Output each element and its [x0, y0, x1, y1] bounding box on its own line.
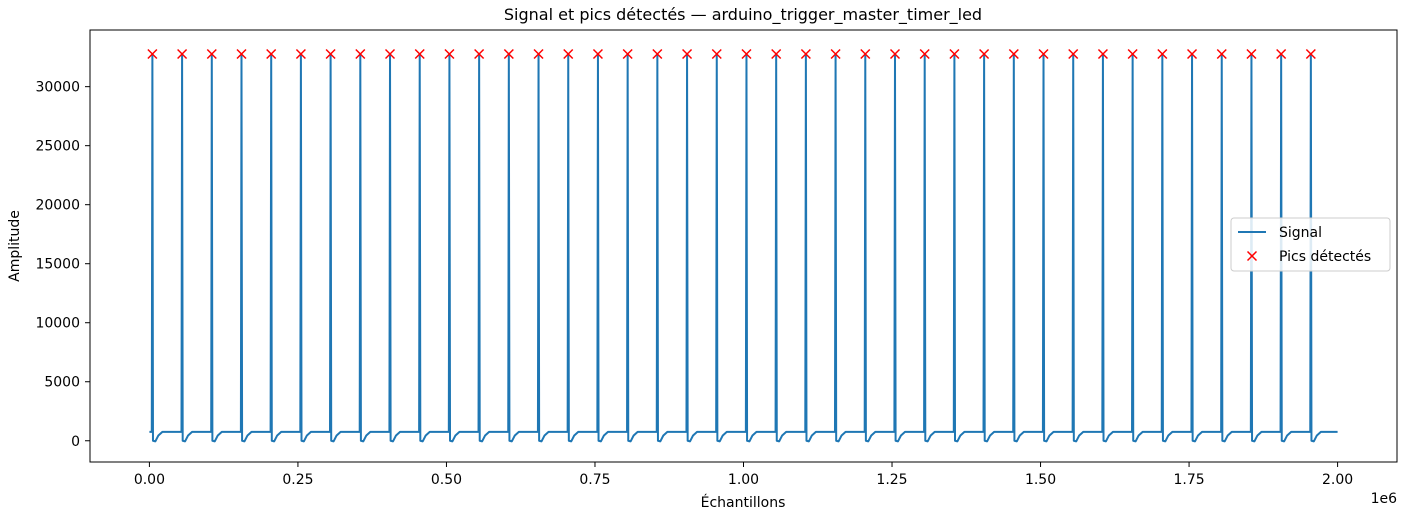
peak-marker [1216, 48, 1227, 60]
y-tick-label: 10000 [35, 316, 80, 332]
peak-marker [652, 48, 663, 60]
peak-marker [1038, 48, 1049, 60]
y-tick-label: 15000 [35, 257, 80, 273]
y-axis-label: Amplitude [7, 210, 23, 282]
peak-marker [147, 48, 158, 60]
x-tick-label: 1.25 [876, 472, 907, 488]
x-tick-label: 1.00 [728, 472, 759, 488]
y-tick-label: 30000 [35, 80, 80, 96]
x-tick-label: 1.75 [1173, 472, 1204, 488]
peak-marker [355, 48, 366, 60]
peak-marker [919, 48, 930, 60]
x-tick-label: 0.75 [579, 472, 610, 488]
peak-marker [1305, 48, 1316, 60]
legend: Signal Pics détectés [1230, 217, 1391, 272]
y-tick-label: 0 [71, 434, 80, 450]
peak-marker [682, 48, 693, 60]
peak-marker [295, 48, 306, 60]
peak-marker [889, 48, 901, 60]
chart-title: Signal et pics détectés — arduino_trigge… [504, 5, 982, 25]
peak-marker [622, 48, 633, 60]
peak-marker [592, 48, 603, 60]
peak-marker [563, 48, 574, 60]
peak-marker [771, 48, 782, 60]
x-tick-label: 2.00 [1322, 472, 1353, 488]
peak-marker [444, 48, 455, 60]
legend-box [1230, 217, 1391, 272]
peak-marker [800, 48, 811, 60]
legend-signal-label: Signal [1279, 225, 1322, 241]
peak-marker [860, 48, 871, 60]
peak-marker [830, 48, 841, 60]
peak-marker [266, 48, 277, 60]
peak-marker [236, 48, 247, 60]
peak-marker [1127, 48, 1138, 60]
peak-marker [503, 48, 514, 60]
peak-marker [206, 48, 217, 60]
peak-marker [177, 48, 188, 60]
peak-marker [1276, 48, 1287, 60]
x-axis-offset-label: 1e6 [1371, 491, 1398, 507]
x-axis-ticks: 0.00 0.25 0.50 0.75 1.00 1.25 1.50 1.75 2.00 [134, 462, 1353, 488]
peak-marker [711, 48, 722, 60]
peak-marker [1246, 48, 1257, 60]
peak-marker [1068, 48, 1079, 60]
y-tick-label: 25000 [35, 139, 80, 155]
x-tick-label: 0.25 [282, 472, 313, 488]
x-tick-label: 1.50 [1025, 472, 1056, 488]
peak-marker [384, 48, 396, 60]
plot-area [147, 48, 1338, 443]
peak-marker [1008, 48, 1019, 60]
peak-marker [1097, 48, 1108, 60]
legend-peaks-swatch [1246, 250, 1258, 262]
peak-marker [949, 48, 960, 60]
peak-marker [533, 48, 544, 60]
peak-marker [979, 48, 990, 60]
x-axis-label: Échantillons [701, 494, 786, 511]
peak-marker [1187, 48, 1198, 60]
y-tick-label: 20000 [35, 198, 80, 214]
peak-marker [1157, 48, 1168, 60]
legend-peaks-label: Pics détectés [1279, 249, 1371, 265]
peak-marker [325, 48, 336, 60]
peak-marker [414, 48, 425, 60]
plot-frame [89, 29, 1398, 463]
peak-marker [474, 48, 485, 60]
x-tick-label: 0.50 [431, 472, 462, 488]
y-axis-ticks: 0 5000 10000 15000 20000 25000 30000 [35, 80, 90, 450]
signal-line [149, 52, 1338, 443]
peak-marker [741, 48, 752, 60]
x-tick-label: 0.00 [134, 472, 165, 488]
y-tick-label: 5000 [44, 375, 80, 391]
